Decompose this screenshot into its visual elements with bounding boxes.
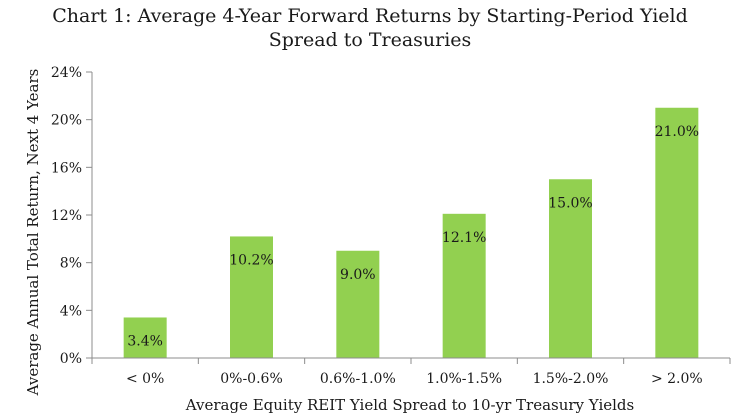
- y-axis-title: Average Annual Total Return, Next 4 Year…: [24, 69, 42, 397]
- bar-data-label: 9.0%: [340, 267, 376, 283]
- bar-data-label: 10.2%: [229, 252, 273, 268]
- bar-data-label: 12.1%: [442, 230, 486, 246]
- bar: [549, 179, 592, 358]
- bar-data-label: 15.0%: [548, 195, 592, 211]
- bars: 3.4% 10.2% 9.0% 12.1% 15.0% 21.0%: [123, 107, 699, 358]
- y-tick-label: 20%: [51, 113, 82, 129]
- bar: [230, 236, 273, 358]
- bar: [123, 317, 167, 358]
- bar-data-label: 21.0%: [655, 124, 699, 140]
- x-category-label: < 0%: [126, 371, 164, 387]
- x-category-label: 0.6%-1.0%: [320, 371, 396, 387]
- chart-title: Chart 1: Average 4-Year Forward Returns …: [0, 4, 740, 52]
- y-tick-label: 24%: [51, 65, 82, 81]
- x-category-label: 1.0%-1.5%: [426, 371, 502, 387]
- x-category-label: > 2.0%: [651, 371, 703, 387]
- chart-title-line-1: Chart 1: Average 4-Year Forward Returns …: [52, 5, 688, 27]
- bar: [442, 213, 486, 358]
- y-tick-label: 16%: [51, 160, 82, 176]
- bar: [655, 107, 699, 358]
- x-axis-title: Average Equity REIT Yield Spread to 10-y…: [185, 396, 634, 414]
- y-tick-label: 4%: [60, 303, 82, 319]
- y-tick-label: 12%: [51, 208, 82, 224]
- x-axis: < 0% 0%-0.6% 0.6%-1.0% 1.0%-1.5% 1.5%-2.0% > …: [91, 357, 731, 387]
- chart-title-line-2: Spread to Treasuries: [268, 29, 472, 51]
- x-category-label: 1.5%-2.0%: [533, 371, 609, 387]
- x-category-label: 0%-0.6%: [220, 371, 283, 387]
- bar: [336, 250, 380, 358]
- bar-data-label: 3.4%: [127, 333, 163, 349]
- y-axis: 0% 4% 8% 12% 16% 20% 24%: [51, 65, 93, 367]
- y-tick-label: 0%: [60, 351, 82, 367]
- y-tick-label: 8%: [60, 256, 82, 272]
